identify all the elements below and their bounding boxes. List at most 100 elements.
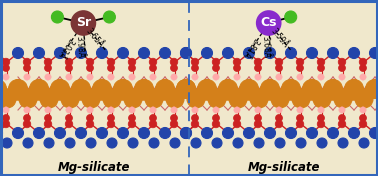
Circle shape	[113, 80, 133, 99]
Circle shape	[296, 138, 306, 148]
Circle shape	[24, 107, 30, 113]
Circle shape	[292, 90, 310, 108]
Circle shape	[155, 80, 175, 99]
Circle shape	[212, 115, 220, 121]
Circle shape	[51, 80, 70, 99]
Circle shape	[302, 80, 322, 99]
Circle shape	[150, 64, 156, 71]
Circle shape	[234, 107, 240, 113]
Circle shape	[135, 80, 153, 99]
Circle shape	[192, 64, 198, 71]
Circle shape	[2, 120, 10, 128]
Circle shape	[212, 138, 222, 148]
Circle shape	[108, 107, 114, 113]
Circle shape	[124, 90, 142, 108]
Circle shape	[275, 58, 283, 66]
Circle shape	[254, 64, 262, 71]
Circle shape	[282, 80, 301, 99]
Circle shape	[76, 48, 87, 58]
Circle shape	[271, 90, 289, 108]
Circle shape	[0, 127, 3, 139]
Circle shape	[23, 58, 31, 66]
Circle shape	[45, 74, 51, 80]
Circle shape	[170, 58, 178, 66]
Circle shape	[149, 58, 157, 66]
Circle shape	[212, 58, 220, 66]
Circle shape	[307, 127, 318, 139]
Circle shape	[233, 58, 241, 66]
Circle shape	[181, 48, 192, 58]
Circle shape	[170, 115, 178, 121]
Circle shape	[65, 138, 75, 148]
Circle shape	[45, 107, 51, 113]
Circle shape	[317, 58, 325, 66]
Circle shape	[317, 138, 327, 148]
Text: 3.98Å: 3.98Å	[74, 36, 85, 58]
Circle shape	[349, 127, 359, 139]
Circle shape	[265, 127, 276, 139]
Circle shape	[318, 115, 324, 121]
Text: 3.03Å: 3.03Å	[55, 36, 75, 59]
Circle shape	[103, 90, 121, 108]
Circle shape	[45, 115, 51, 121]
Circle shape	[275, 138, 285, 148]
Circle shape	[318, 64, 324, 71]
Text: 3.68Å: 3.68Å	[260, 36, 270, 58]
Circle shape	[170, 120, 178, 128]
Circle shape	[23, 120, 31, 128]
Circle shape	[223, 127, 234, 139]
Circle shape	[87, 64, 93, 71]
Circle shape	[45, 64, 51, 71]
Circle shape	[107, 64, 115, 71]
Circle shape	[2, 58, 10, 66]
Circle shape	[128, 138, 138, 148]
Circle shape	[208, 90, 226, 108]
Circle shape	[86, 138, 96, 148]
Circle shape	[65, 115, 73, 121]
Circle shape	[197, 80, 217, 99]
Circle shape	[96, 127, 107, 139]
Text: Cs: Cs	[260, 17, 277, 30]
Circle shape	[191, 138, 201, 148]
Circle shape	[359, 58, 367, 66]
Circle shape	[23, 115, 31, 121]
Circle shape	[296, 64, 304, 71]
Circle shape	[192, 74, 198, 80]
Circle shape	[160, 127, 170, 139]
Circle shape	[87, 107, 93, 113]
Circle shape	[234, 64, 240, 71]
Circle shape	[160, 48, 170, 58]
Circle shape	[339, 107, 345, 113]
Circle shape	[296, 58, 304, 66]
Circle shape	[285, 48, 296, 58]
Circle shape	[71, 80, 90, 99]
Circle shape	[76, 127, 87, 139]
Circle shape	[344, 80, 364, 99]
Circle shape	[250, 90, 268, 108]
Circle shape	[66, 107, 72, 113]
Circle shape	[61, 90, 79, 108]
Circle shape	[296, 115, 304, 121]
Circle shape	[118, 127, 129, 139]
Circle shape	[339, 115, 345, 121]
Circle shape	[0, 90, 16, 108]
Circle shape	[254, 115, 262, 121]
Circle shape	[108, 74, 114, 80]
Circle shape	[54, 127, 65, 139]
Circle shape	[324, 80, 342, 99]
Circle shape	[129, 74, 135, 80]
Circle shape	[177, 80, 195, 99]
Circle shape	[107, 115, 115, 121]
Circle shape	[29, 80, 48, 99]
Circle shape	[12, 48, 23, 58]
Circle shape	[265, 48, 276, 58]
Circle shape	[149, 138, 159, 148]
Circle shape	[65, 58, 73, 66]
Circle shape	[360, 107, 366, 113]
Circle shape	[187, 90, 205, 108]
Circle shape	[44, 120, 52, 128]
Circle shape	[359, 64, 367, 71]
Circle shape	[297, 107, 303, 113]
Circle shape	[86, 120, 94, 128]
Circle shape	[19, 90, 37, 108]
